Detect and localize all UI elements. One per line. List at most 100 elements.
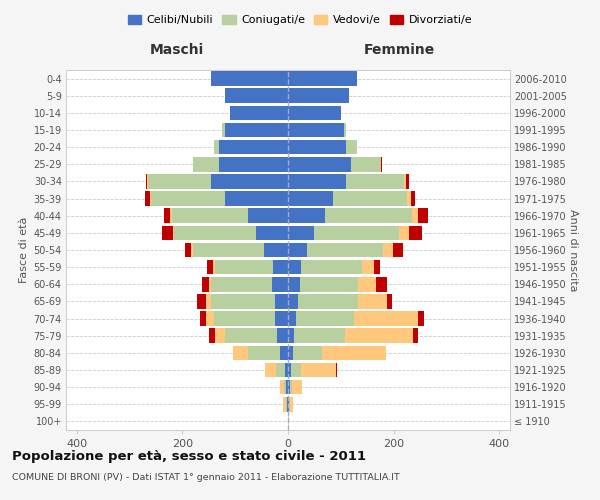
Bar	[418, 208, 428, 223]
Bar	[275, 294, 288, 308]
Bar	[164, 208, 170, 223]
Bar	[145, 192, 149, 206]
Bar	[185, 242, 191, 258]
Bar	[151, 192, 224, 206]
Bar	[280, 346, 288, 360]
Bar	[288, 122, 343, 138]
Bar	[286, 362, 288, 378]
Bar	[409, 226, 422, 240]
Bar	[301, 260, 362, 274]
Bar	[206, 294, 211, 308]
Bar	[412, 208, 418, 223]
Bar	[206, 260, 213, 274]
Bar	[288, 362, 290, 378]
Bar	[288, 328, 295, 343]
Text: Popolazione per età, sesso e stato civile - 2011: Popolazione per età, sesso e stato civil…	[12, 450, 366, 463]
Bar	[289, 397, 290, 411]
Bar	[193, 242, 264, 258]
Bar	[172, 208, 248, 223]
Bar	[376, 277, 387, 291]
Bar	[288, 208, 325, 223]
Bar	[209, 277, 211, 291]
Bar	[288, 157, 352, 172]
Bar	[388, 294, 392, 308]
Bar	[288, 192, 333, 206]
Bar	[380, 157, 382, 172]
Bar	[170, 208, 172, 223]
Legend: Celibi/Nubili, Coniugati/e, Vedovi/e, Divorziati/e: Celibi/Nubili, Coniugati/e, Vedovi/e, Di…	[124, 10, 476, 30]
Bar	[264, 242, 288, 258]
Bar	[288, 277, 299, 291]
Bar	[232, 346, 248, 360]
Bar	[288, 174, 346, 188]
Bar	[284, 380, 286, 394]
Bar	[175, 226, 256, 240]
Bar	[288, 294, 298, 308]
Bar	[290, 380, 292, 394]
Bar	[211, 174, 288, 188]
Bar	[295, 328, 344, 343]
Bar	[418, 312, 424, 326]
Bar	[288, 72, 357, 86]
Bar	[288, 380, 290, 394]
Bar	[224, 88, 288, 103]
Bar	[288, 88, 349, 103]
Bar	[293, 346, 322, 360]
Bar	[224, 328, 277, 343]
Bar	[335, 362, 337, 378]
Bar	[256, 226, 288, 240]
Bar	[248, 346, 280, 360]
Bar	[404, 174, 406, 188]
Bar	[298, 294, 358, 308]
Bar	[290, 397, 293, 411]
Bar	[288, 414, 289, 428]
Bar	[352, 157, 380, 172]
Bar	[299, 277, 358, 291]
Bar	[162, 226, 173, 240]
Bar	[224, 192, 288, 206]
Bar	[248, 208, 288, 223]
Bar	[288, 106, 341, 120]
Bar	[283, 397, 286, 411]
Bar	[215, 328, 224, 343]
Bar	[322, 346, 386, 360]
Bar	[288, 397, 289, 411]
Bar	[374, 260, 380, 274]
Bar	[193, 157, 219, 172]
Bar	[286, 380, 288, 394]
Bar	[362, 260, 374, 274]
Bar	[288, 226, 314, 240]
Bar	[296, 312, 354, 326]
Bar	[288, 312, 296, 326]
Bar	[272, 277, 288, 291]
Bar	[277, 328, 288, 343]
Bar	[288, 260, 301, 274]
Bar	[206, 312, 214, 326]
Bar	[213, 260, 215, 274]
Bar	[200, 312, 206, 326]
Bar	[301, 362, 335, 378]
Bar	[290, 362, 301, 378]
Bar	[224, 122, 288, 138]
Bar	[214, 312, 275, 326]
Bar	[211, 72, 288, 86]
Bar	[358, 294, 388, 308]
Bar	[392, 242, 403, 258]
Bar	[147, 174, 148, 188]
Bar	[344, 328, 413, 343]
Text: COMUNE DI BRONI (PV) - Dati ISTAT 1° gennaio 2011 - Elaborazione TUTTITALIA.IT: COMUNE DI BRONI (PV) - Dati ISTAT 1° gen…	[12, 472, 400, 482]
Bar	[292, 380, 302, 394]
Bar	[333, 192, 407, 206]
Bar	[276, 362, 286, 378]
Bar	[265, 362, 276, 378]
Bar	[202, 277, 209, 291]
Bar	[354, 312, 418, 326]
Bar	[314, 226, 399, 240]
Bar	[346, 140, 357, 154]
Bar	[273, 260, 288, 274]
Bar	[307, 242, 383, 258]
Bar	[211, 294, 275, 308]
Bar	[191, 242, 193, 258]
Bar	[230, 106, 288, 120]
Bar	[407, 192, 411, 206]
